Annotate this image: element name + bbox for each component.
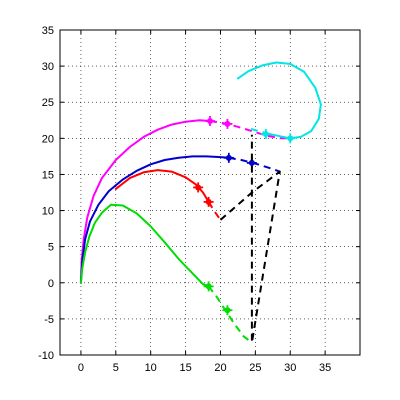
y-tick-label: 10 xyxy=(42,206,54,218)
x-tick-label: 10 xyxy=(145,362,157,374)
series-line-solid xyxy=(114,169,210,203)
x-tick-label: 25 xyxy=(249,362,261,374)
y-tick-label: 15 xyxy=(42,169,54,181)
x-tick-label: 15 xyxy=(179,362,191,374)
series-6 xyxy=(219,134,281,344)
y-tick-label: 30 xyxy=(42,61,54,73)
y-axis: -10 -5 0 5 10 15 20 25 30 35 xyxy=(38,25,360,362)
x-tick-label: 5 xyxy=(113,362,119,374)
y-tick-label: 5 xyxy=(48,242,54,254)
y-tick-label: -10 xyxy=(38,350,54,362)
series-line-dashed xyxy=(219,134,281,344)
y-tick-label: 25 xyxy=(42,97,54,109)
series-4 xyxy=(79,203,253,344)
x-tick-label: 20 xyxy=(214,362,226,374)
series-line-dashed xyxy=(207,285,253,344)
y-tick-label: 20 xyxy=(42,133,54,145)
series-line-solid xyxy=(79,155,230,284)
series-3 xyxy=(114,169,222,221)
series-line-dashed xyxy=(207,201,222,221)
series-1 xyxy=(79,116,287,284)
series-5 xyxy=(236,61,322,144)
plot-frame xyxy=(59,29,361,356)
x-tick-label: 30 xyxy=(284,362,296,374)
y-tick-label: 35 xyxy=(42,25,54,37)
x-tick-label: 0 xyxy=(78,362,84,374)
y-tick-label: 0 xyxy=(48,278,54,290)
series-layer xyxy=(79,61,322,344)
series-line-solid xyxy=(79,203,210,288)
plot-background xyxy=(60,30,360,355)
x-axis: 0 5 10 15 20 25 30 35 xyxy=(78,30,331,374)
series-line-solid xyxy=(79,119,211,284)
x-tick-label: 35 xyxy=(319,362,331,374)
y-tick-label: -5 xyxy=(44,314,54,326)
